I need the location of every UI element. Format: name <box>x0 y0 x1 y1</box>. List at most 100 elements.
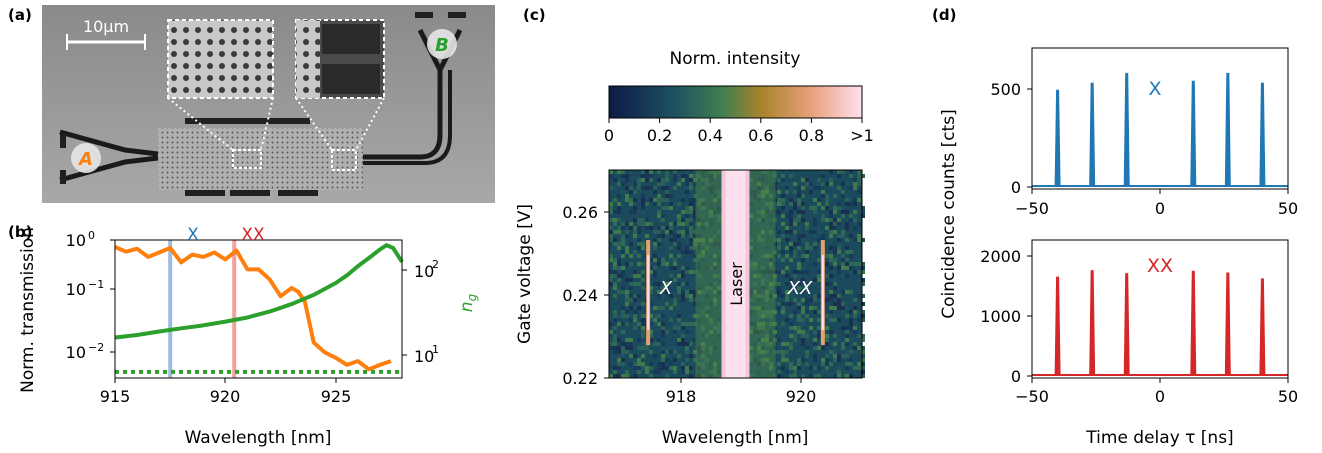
scale-bar-label: 10µm <box>83 17 129 36</box>
marker-x-label: X <box>187 225 199 245</box>
d-top-peak-5 <box>1259 82 1266 187</box>
d-bot-ytick-0: 0 <box>1011 367 1021 386</box>
d-top-xtick-50: 50 <box>1278 199 1298 218</box>
cbar-tick-2: 0.4 <box>697 126 722 145</box>
annot-x: X <box>659 278 673 299</box>
d-top-peak-1 <box>1089 82 1096 187</box>
panel-c: (c) Norm. intensity 0 0.2 0.4 0.6 0.8 >1… <box>515 6 874 448</box>
d-top-label: X <box>1148 78 1161 100</box>
panel-b-yticks-right: 10 2 10 1 <box>402 258 439 366</box>
panel-d-top-yticks: 500 0 <box>990 80 1032 197</box>
c-xtick-920: 920 <box>786 387 817 406</box>
d-bot-ytick-1000: 1000 <box>980 307 1021 326</box>
panel-d: (d) X 500 0 −50 0 50 XX 2000 1000 0 <box>932 6 1298 448</box>
panel-b-frame <box>114 239 403 379</box>
colorbar-ticks: 0 0.2 0.4 0.6 0.8 >1 <box>604 118 874 145</box>
cbar-tick-5: >1 <box>850 126 874 145</box>
panel-d-bottom-plot <box>1032 270 1288 376</box>
waveguide-a <box>59 129 159 183</box>
c-ytick-026: 0.26 <box>562 203 598 222</box>
d-top-peak-3 <box>1190 80 1197 187</box>
svg-text:2: 2 <box>432 258 439 271</box>
panel-c-xticks: 918 920 <box>666 378 817 406</box>
svg-text:0: 0 <box>88 229 95 242</box>
panel-b: (b) X XX 915 920 925 Wavelength [nm] 10 … <box>8 223 479 448</box>
d-bot-xtick-50: 50 <box>1278 387 1298 406</box>
svg-text:−1: −1 <box>88 278 104 291</box>
b-xtick-925: 925 <box>321 387 352 406</box>
c-xlabel: Wavelength [nm] <box>662 428 809 448</box>
d-bot-peak-3 <box>1190 270 1197 376</box>
zoom-inset-1 <box>167 19 274 99</box>
b-xlabel: Wavelength [nm] <box>185 428 332 448</box>
d-top-xtick-m50: −50 <box>1015 199 1049 218</box>
d-top-ytick-0: 0 <box>1011 178 1021 197</box>
d-bot-xtick-0: 0 <box>1155 387 1165 406</box>
d-bot-peak-0 <box>1054 276 1061 376</box>
d-top-peak-4 <box>1224 72 1231 187</box>
annot-laser: Laser <box>727 262 746 306</box>
b-ytick-right-10: 10 <box>414 347 434 366</box>
d-ylabel: Coincidence counts [cts] <box>939 109 959 318</box>
panel-c-yticks: 0.26 0.24 0.22 <box>562 203 609 388</box>
panel-b-label: (b) <box>8 223 32 241</box>
panel-d-top-frame <box>1031 47 1289 190</box>
port-a-label: A <box>77 149 93 170</box>
panel-c-label: (c) <box>523 6 546 24</box>
heatmap-frame <box>608 169 863 379</box>
d-bot-peak-1 <box>1089 270 1096 376</box>
cbar-tick-4: 0.8 <box>799 126 824 145</box>
d-bot-ytick-2000: 2000 <box>980 247 1021 266</box>
d-top-xtick-0: 0 <box>1155 199 1165 218</box>
marker-xx-label: XX <box>241 225 265 245</box>
electrode-bottom-2 <box>230 190 270 196</box>
port-b-marker <box>427 29 457 59</box>
annot-xx: XX <box>787 278 813 299</box>
cbar-tick-1: 0.2 <box>647 126 672 145</box>
d-top-ytick-500: 500 <box>990 80 1021 99</box>
svg-text:1: 1 <box>432 343 439 356</box>
electrode-bottom-3 <box>278 190 318 196</box>
c-ytick-022: 0.22 <box>562 369 598 388</box>
port-b-label: B <box>435 35 449 56</box>
b-series-0 <box>114 245 392 372</box>
b-ytick-right-100: 10 <box>414 262 434 281</box>
d-bot-xtick-m50: −50 <box>1015 387 1049 406</box>
svg-text:−2: −2 <box>88 341 104 354</box>
panel-d-bottom-xticks: −50 0 50 <box>1015 378 1298 406</box>
colorbar-title: Norm. intensity <box>670 49 801 69</box>
panel-a-label: (a) <box>8 6 32 24</box>
b-ylabel-right: ng <box>457 293 479 312</box>
b-xtick-920: 920 <box>210 387 241 406</box>
c-ylabel: Gate voltage [V] <box>515 204 535 344</box>
b-ytick-1e-1: 10 <box>66 280 86 299</box>
c-ytick-024: 0.24 <box>562 286 598 305</box>
panel-d-top-plot <box>1032 72 1288 187</box>
panel-a: (a) 10µm A B <box>8 5 495 203</box>
d-bot-peak-5 <box>1259 278 1266 376</box>
d-top-peak-2 <box>1123 72 1130 187</box>
c-xtick-918: 918 <box>666 387 697 406</box>
cbar-tick-0: 0 <box>604 126 614 145</box>
port-a-marker <box>71 143 101 173</box>
d-bot-peak-2 <box>1123 273 1130 376</box>
colorbar <box>608 85 863 119</box>
panel-d-bottom-yticks: 2000 1000 0 <box>980 247 1032 386</box>
d-bot-peak-4 <box>1224 272 1231 376</box>
b-ylabel: Norm. transmission <box>18 227 38 393</box>
b-ytick-1e0: 10 <box>66 231 86 250</box>
b-ytick-1e-2: 10 <box>66 343 86 362</box>
panel-b-yticks-left: 10 0 10 −1 10 −2 <box>66 229 115 362</box>
electrode-top <box>185 118 310 124</box>
panel-d-label: (d) <box>932 6 956 24</box>
electrode-bottom-1 <box>185 190 225 196</box>
b-xtick-915: 915 <box>100 387 131 406</box>
d-bottom-label: XX <box>1147 255 1173 277</box>
panel-b-plot <box>114 240 404 378</box>
b-series-1 <box>114 243 404 340</box>
panel-d-top-xticks: −50 0 50 <box>1015 189 1298 218</box>
heatmap <box>609 170 865 378</box>
cbar-tick-3: 0.6 <box>748 126 773 145</box>
d-xlabel: Time delay τ [ns] <box>1085 428 1233 448</box>
